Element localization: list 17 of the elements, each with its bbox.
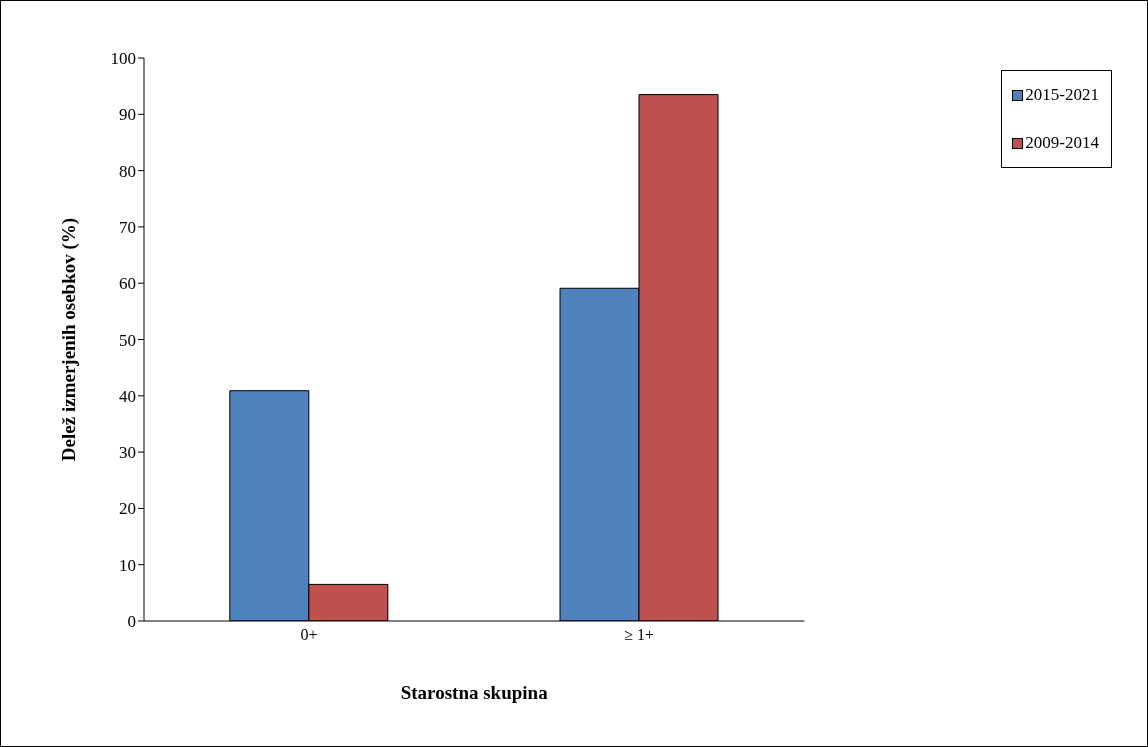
x-axis-title: Starostna skupina (400, 682, 549, 703)
y-tick-label: 20 (119, 499, 136, 519)
y-tick-label: 10 (119, 555, 136, 575)
legend-label: 2015-2021 (1025, 85, 1099, 105)
x-tick-label: 0+ (300, 626, 318, 644)
y-tick-label: 0 (127, 612, 136, 632)
y-tick-label: 60 (119, 274, 136, 294)
y-tick-label: 70 (119, 217, 136, 237)
y-tick-label: 40 (119, 386, 136, 406)
y-tick-label: 100 (110, 49, 136, 69)
y-tick-label: 90 (119, 105, 136, 125)
x-tick-label: ≥ 1+ (624, 626, 655, 644)
y-tick-label: 50 (119, 330, 136, 350)
y-tick-label: 30 (119, 443, 136, 463)
y-axis-title: Delež izmerjenih osebkov (%) (57, 217, 80, 462)
y-tick-label: 80 (119, 161, 136, 181)
legend-label: 2009-2014 (1025, 133, 1099, 153)
